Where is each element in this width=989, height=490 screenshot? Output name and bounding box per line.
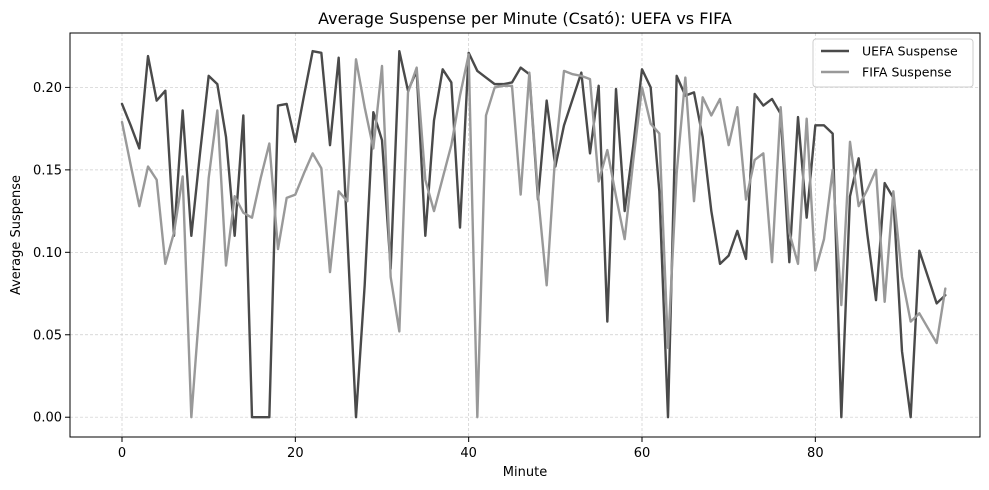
y-tick-label: 0.05 <box>33 328 62 343</box>
y-axis-label: Average Suspense <box>9 175 24 295</box>
y-tick-label: 0.10 <box>33 246 62 261</box>
chart-title: Average Suspense per Minute (Csató): UEF… <box>318 9 732 28</box>
legend-label-uefa: UEFA Suspense <box>862 44 958 59</box>
legend-label-fifa: FIFA Suspense <box>862 65 952 80</box>
x-tick-label: 60 <box>634 446 651 461</box>
x-tick-label: 20 <box>287 446 304 461</box>
x-tick-label: 80 <box>807 446 824 461</box>
axis-ticks: 0 20 40 60 80 0.00 0.05 0.10 0.15 0.20 <box>33 81 824 461</box>
y-tick-label: 0.00 <box>33 411 62 426</box>
plot-area: 0 20 40 60 80 0.00 0.05 0.10 0.15 0.20 <box>33 32 981 461</box>
series-line-fifa <box>120 53 947 419</box>
x-axis-label: Minute <box>503 465 547 480</box>
x-tick-label: 0 <box>118 446 126 461</box>
x-tick-label: 40 <box>460 446 477 461</box>
plot-frame <box>69 32 981 438</box>
y-tick-label: 0.15 <box>33 163 62 178</box>
series-lines <box>120 49 947 419</box>
legend-box <box>812 38 974 88</box>
y-tick-label: 0.20 <box>33 81 62 96</box>
legend: UEFA Suspense FIFA Suspense <box>812 38 974 88</box>
